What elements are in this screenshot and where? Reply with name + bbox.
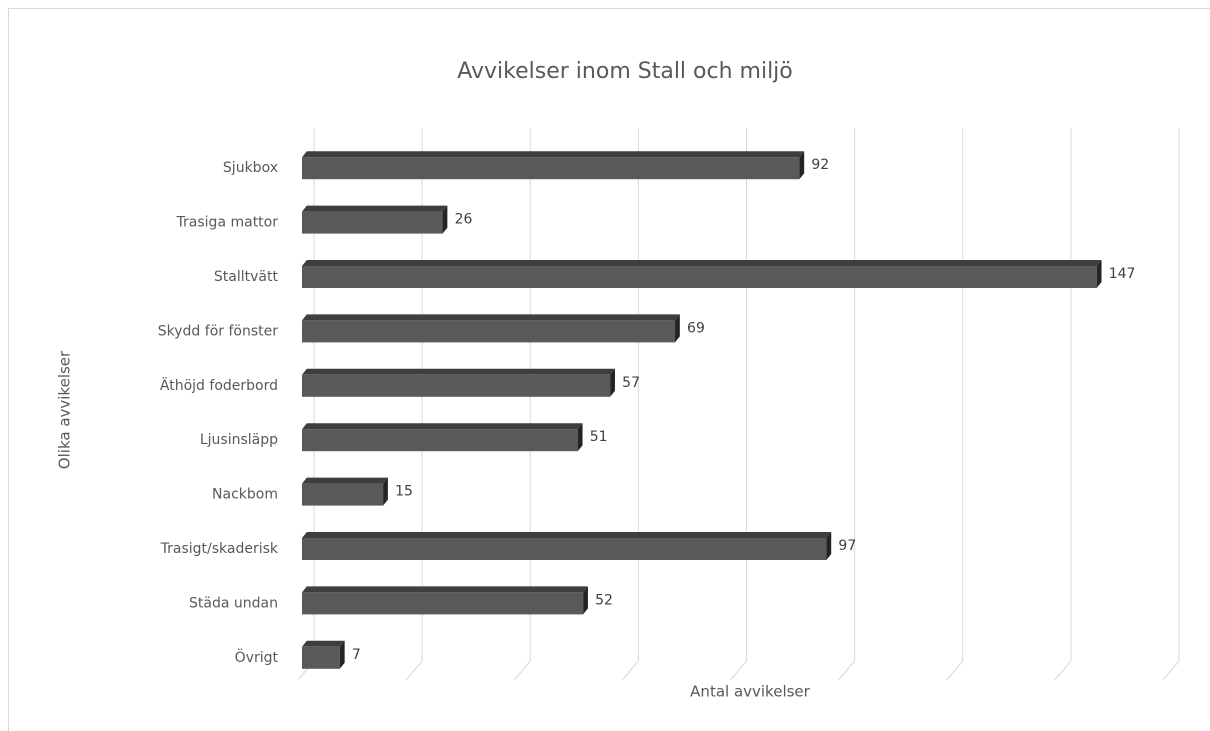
bar-side (577, 423, 583, 452)
bar-front (302, 374, 611, 397)
bar-front (302, 592, 584, 615)
bar-side (383, 477, 388, 506)
bar-front (302, 320, 676, 343)
bar (302, 477, 388, 506)
bar-top (302, 423, 583, 430)
y-tick-label: Äthöjd foderbord (160, 376, 278, 394)
y-tick-label: Stalltvätt (214, 269, 279, 285)
bar-top (302, 205, 448, 212)
y-axis-label: Olika avvikelser (56, 350, 74, 469)
bar (302, 151, 805, 180)
value-label: 92 (811, 157, 829, 173)
bar-front (302, 211, 443, 234)
grid-line-floor (405, 660, 423, 681)
grid-line-floor (730, 660, 747, 681)
value-label: 97 (838, 538, 856, 554)
bar-front (302, 266, 1097, 288)
value-label: 15 (395, 484, 413, 500)
bar-top (302, 260, 1102, 266)
value-label: 147 (1109, 266, 1136, 282)
bar-front (302, 157, 800, 180)
value-label: 26 (455, 212, 473, 228)
y-tick-label: Sjukbox (223, 160, 278, 176)
value-label: 69 (687, 320, 705, 336)
y-tick-label: Skydd för fönster (158, 323, 278, 339)
y-tick-label: Trasigt/skaderisk (160, 541, 279, 557)
bar (302, 532, 832, 560)
bar-top (302, 532, 832, 538)
bar-top (302, 151, 805, 158)
y-tick-label: Trasiga mattor (176, 215, 279, 231)
bar-front (302, 646, 340, 669)
bar-side (675, 314, 680, 343)
grid-line-floor (513, 660, 531, 681)
y-tick-label: Nackbom (212, 487, 278, 503)
value-label: 57 (622, 375, 640, 391)
bar (302, 640, 345, 669)
bar-front (302, 483, 384, 506)
y-tick-label: Övrigt (235, 648, 279, 666)
bar-top (302, 640, 345, 647)
bar (302, 368, 615, 397)
bar-side (442, 205, 448, 234)
value-label: 7 (352, 647, 361, 663)
bar-side (826, 532, 832, 560)
bar-side (339, 640, 345, 669)
chart-title: Avvikelser inom Stall och miljö (457, 59, 793, 84)
value-label: 52 (595, 592, 613, 608)
grid-line-floor (946, 660, 964, 681)
bar (302, 205, 448, 234)
grid-line-floor (1162, 660, 1180, 681)
bar (302, 260, 1102, 288)
grid-line-floor (621, 660, 639, 681)
bar-side (610, 368, 615, 397)
value-label: 51 (590, 429, 608, 445)
bar-side (1096, 260, 1102, 288)
bar (302, 314, 680, 343)
bar-top (302, 477, 388, 484)
y-tick-label: Städa undan (189, 595, 278, 611)
bar (302, 423, 583, 452)
grid-line-floor (1054, 660, 1072, 681)
bar-front (302, 538, 827, 560)
bar-front (302, 429, 578, 452)
bar-side (583, 586, 588, 615)
bar (302, 586, 588, 615)
bar-top (302, 586, 588, 593)
y-tick-label: Ljusinsläpp (200, 432, 278, 448)
bar-top (302, 368, 615, 375)
bar-side (799, 151, 805, 180)
grid-line-floor (838, 660, 856, 681)
x-axis-label: Antal avvikelser (690, 683, 810, 701)
bar-top (302, 314, 680, 321)
